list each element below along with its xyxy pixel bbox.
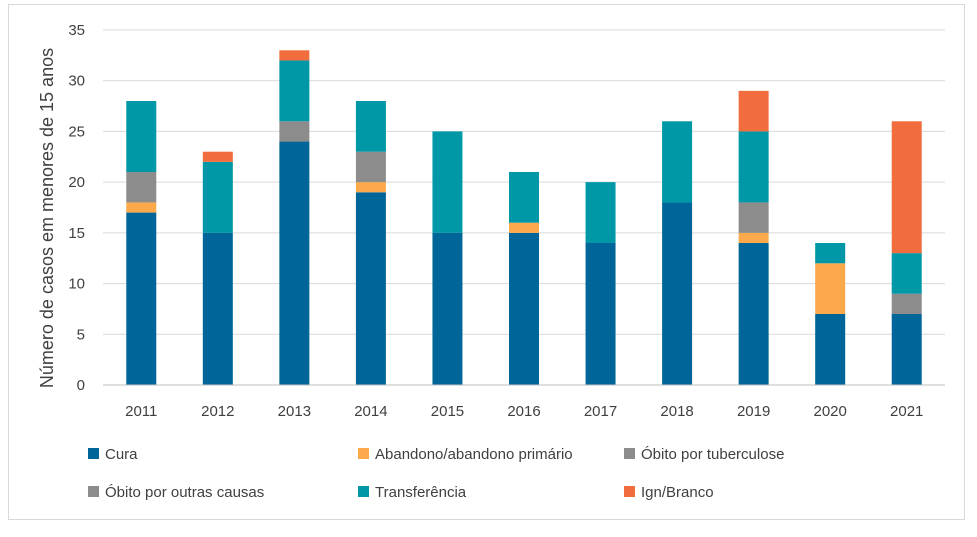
legend-label: Cura xyxy=(105,446,138,463)
y-tick-label: 25 xyxy=(68,123,85,140)
x-tick-label: 2014 xyxy=(354,403,387,420)
y-tick-label: 0 xyxy=(77,377,85,394)
legend-swatch xyxy=(358,486,369,497)
x-tick-label: 2020 xyxy=(813,403,846,420)
bar-segment xyxy=(891,121,922,254)
bar-segment xyxy=(126,212,157,385)
legend-label: Abandono/abandono primário xyxy=(375,446,573,463)
bar-segment xyxy=(815,263,846,314)
bar-segment xyxy=(355,182,386,193)
y-tick-label: 30 xyxy=(68,73,85,90)
bar-segment xyxy=(279,50,310,61)
legend-swatch xyxy=(358,448,369,459)
bar-segment xyxy=(279,121,310,142)
bar-segment xyxy=(126,172,157,203)
bar-segment xyxy=(738,131,769,203)
x-tick-label: 2017 xyxy=(584,403,617,420)
bar-segment xyxy=(202,232,233,385)
bar-segment xyxy=(891,293,922,314)
bar-segment xyxy=(891,253,922,294)
legend-label: Ign/Branco xyxy=(641,484,714,501)
bar-segment xyxy=(738,243,769,385)
grid-lines xyxy=(103,29,945,335)
x-tick-label: 2019 xyxy=(737,403,770,420)
bar-segment xyxy=(126,202,157,213)
y-tick-label: 5 xyxy=(77,326,85,343)
bar-segment xyxy=(202,151,233,162)
x-tick-label: 2012 xyxy=(201,403,234,420)
y-tick-label: 10 xyxy=(68,276,85,293)
bar-segment xyxy=(738,202,769,233)
legend-label: Óbito por outras causas xyxy=(105,484,264,501)
legend-label: Óbito por tuberculose xyxy=(641,446,784,463)
bar-segment xyxy=(738,90,769,132)
chart-frame xyxy=(8,4,965,520)
bar-segment xyxy=(738,232,769,243)
x-tick-label: 2021 xyxy=(890,403,923,420)
bar-segment xyxy=(509,232,539,385)
bar-segment xyxy=(815,314,846,385)
y-tick-label: 20 xyxy=(68,174,85,191)
bar-segment xyxy=(662,121,693,203)
y-tick-label: 15 xyxy=(68,225,85,242)
bar-segment xyxy=(662,202,693,385)
x-tick-label: 2011 xyxy=(125,403,157,420)
bar-segment xyxy=(432,232,463,385)
x-tick-label: 2016 xyxy=(507,403,540,420)
bar-segment xyxy=(279,141,310,385)
legend-swatch xyxy=(624,486,635,497)
x-tick-label: 2018 xyxy=(660,403,693,420)
bar-segment xyxy=(509,222,539,233)
y-axis-label: Número de casos em menores de 15 anos xyxy=(37,48,57,388)
bar-segment xyxy=(279,60,310,122)
legend-swatch xyxy=(88,448,99,459)
bar-segment xyxy=(585,182,616,243)
legend-swatch xyxy=(624,448,635,459)
legend-swatch xyxy=(88,486,99,497)
x-axis-ticks: 2011 2012 2013 2014 2015 2016 2017 2018 2019 2020… xyxy=(125,403,923,420)
bar-segment xyxy=(355,101,386,152)
bar-segment xyxy=(891,314,922,385)
bar-segment xyxy=(585,243,616,385)
bar-segment xyxy=(432,131,463,233)
legend: Cura Abandono/abandono primário Óbito por … xyxy=(88,446,784,501)
bar-segment xyxy=(509,172,539,223)
bar-segment xyxy=(202,161,233,233)
x-tick-label: 2015 xyxy=(431,403,464,420)
bar-segment xyxy=(126,101,157,172)
x-tick-label: 2013 xyxy=(278,403,311,420)
bars xyxy=(126,50,922,385)
bar-segment xyxy=(355,192,386,385)
legend-label: Transferência xyxy=(375,484,467,501)
y-axis-ticks: 0 5 10 15 20 25 30 35 xyxy=(68,22,85,394)
bar-segment xyxy=(355,151,386,183)
y-tick-label: 35 xyxy=(68,22,85,39)
bar-segment xyxy=(815,243,846,264)
